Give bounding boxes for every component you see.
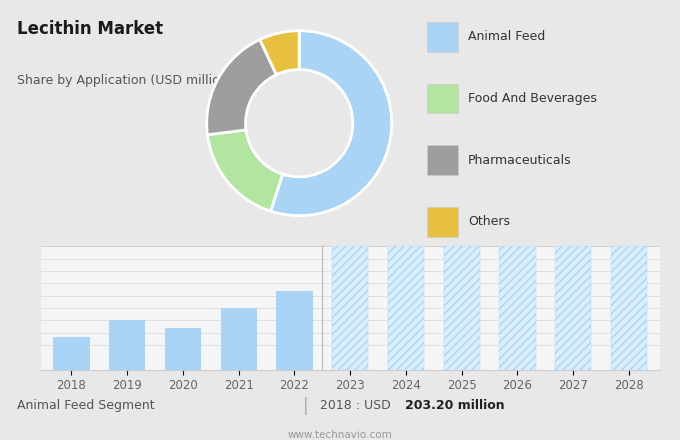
Bar <box>165 328 201 440</box>
Bar <box>109 320 146 440</box>
Wedge shape <box>207 40 276 135</box>
Bar <box>388 246 424 440</box>
FancyBboxPatch shape <box>427 207 458 237</box>
Text: Animal Feed: Animal Feed <box>468 30 545 44</box>
Bar <box>443 246 480 440</box>
Wedge shape <box>260 31 299 75</box>
Text: Lecithin Market: Lecithin Market <box>17 20 163 38</box>
FancyBboxPatch shape <box>427 145 458 175</box>
FancyBboxPatch shape <box>427 84 458 114</box>
Text: |: | <box>303 397 309 414</box>
Text: Animal Feed Segment: Animal Feed Segment <box>17 399 154 412</box>
Text: Food And Beverages: Food And Beverages <box>468 92 597 105</box>
Wedge shape <box>271 31 392 216</box>
FancyBboxPatch shape <box>427 22 458 52</box>
Text: Pharmaceuticals: Pharmaceuticals <box>468 154 572 167</box>
Text: 203.20 million: 203.20 million <box>405 399 505 412</box>
Text: Others: Others <box>468 215 510 228</box>
Text: 2018 : USD: 2018 : USD <box>320 399 394 412</box>
Text: www.technavio.com: www.technavio.com <box>288 430 392 440</box>
Bar <box>220 308 257 440</box>
Bar <box>53 337 90 440</box>
Bar <box>499 246 536 440</box>
Bar <box>332 246 369 440</box>
Text: Share by Application (USD million): Share by Application (USD million) <box>17 74 233 87</box>
Wedge shape <box>207 130 283 211</box>
Bar <box>611 246 647 440</box>
Bar <box>276 291 313 440</box>
Bar <box>555 246 592 440</box>
